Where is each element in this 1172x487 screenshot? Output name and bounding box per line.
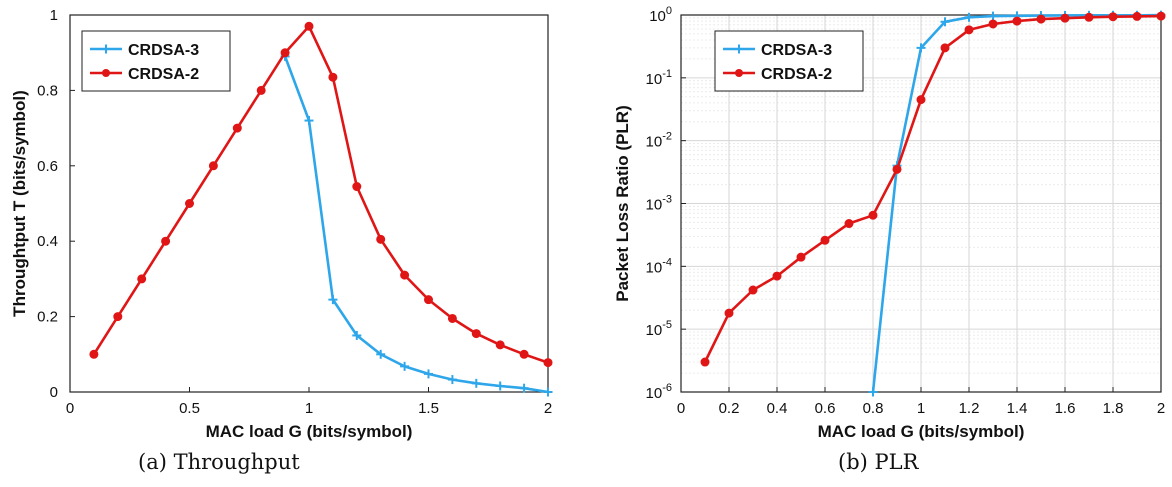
data-point — [1109, 13, 1117, 21]
y-tick-labels: 0 0.2 0.4 0.6 0.8 1 — [37, 7, 75, 401]
x-tick-label: 1 — [305, 400, 313, 417]
data-point — [138, 275, 146, 283]
data-point — [869, 211, 877, 219]
legend-label: CRDSA-2 — [128, 66, 199, 83]
data-point — [496, 341, 504, 349]
data-point — [965, 26, 973, 34]
x-tick-label: 0.2 — [719, 400, 740, 417]
data-point — [90, 350, 98, 358]
x-tick-label: 1.8 — [1103, 400, 1124, 417]
legend-label: CRDSA-3 — [128, 42, 199, 59]
y-tick-label: 10-4 — [646, 256, 672, 276]
legend-label: CRDSA-2 — [761, 66, 832, 83]
data-point — [941, 44, 949, 52]
y-tick-label: 0.6 — [37, 158, 58, 175]
x-tick-label: 2 — [544, 400, 552, 417]
caption-plr: (b) PLR — [838, 450, 918, 474]
legend-marker — [102, 69, 110, 77]
data-point — [281, 49, 289, 57]
data-point — [305, 22, 313, 30]
y-tick-label: 10-6 — [646, 382, 672, 402]
data-point — [1061, 14, 1069, 22]
y-tick-label: 0.8 — [37, 82, 58, 99]
data-point — [773, 272, 781, 280]
throughput-chart: 0 0.5 1 1.5 2 0 0.2 0.4 0.6 0.8 1 MAC load G (bits/… — [10, 7, 553, 441]
legend: CRDSA-3 CRDSA-2 — [82, 31, 230, 91]
data-point — [893, 165, 901, 173]
x-tick-label: 1.4 — [1007, 400, 1028, 417]
y-tick-label: 0 — [50, 384, 58, 401]
x-axis-label: MAC load G (bits/symbol) — [818, 422, 1025, 441]
x-tick-label: 0 — [677, 400, 685, 417]
x-tick-label: 2 — [1157, 400, 1165, 417]
data-point — [821, 236, 829, 244]
x-tick-label: 0 — [66, 400, 74, 417]
data-point — [353, 183, 361, 191]
data-point — [1085, 13, 1093, 21]
data-point — [448, 314, 456, 322]
data-point — [989, 20, 997, 28]
data-point — [1133, 12, 1141, 20]
x-tick-label: 1.2 — [959, 400, 980, 417]
data-point — [162, 237, 170, 245]
x-tick-label: 1.6 — [1055, 400, 1076, 417]
data-point — [1013, 17, 1021, 25]
x-tick-label: 0.4 — [767, 400, 788, 417]
x-tick-label: 1 — [917, 400, 925, 417]
x-tick-label: 1.5 — [418, 400, 439, 417]
caption-throughput: (a) Throughput — [138, 450, 300, 474]
data-point — [472, 330, 480, 338]
data-point — [186, 200, 194, 208]
y-axis-label: Throughtput T (bits/symbol) — [10, 90, 29, 317]
data-point — [845, 220, 853, 228]
data-point — [114, 313, 122, 321]
data-point — [257, 86, 265, 94]
y-tick-label: 10-2 — [646, 131, 672, 151]
data-point — [233, 124, 241, 132]
data-point — [797, 253, 805, 261]
data-point — [401, 271, 409, 279]
data-point — [1157, 12, 1165, 20]
data-point — [544, 359, 552, 367]
y-tick-labels: 10-6 10-5 10-4 10-3 10-2 10-1 100 — [646, 5, 686, 402]
data-point — [377, 235, 385, 243]
y-tick-label: 100 — [649, 5, 672, 25]
y-tick-label: 0.2 — [37, 309, 58, 326]
data-point — [209, 162, 217, 170]
data-point — [917, 96, 925, 104]
x-axis-label: MAC load G (bits/symbol) — [206, 422, 413, 441]
data-point — [701, 358, 709, 366]
x-tick-label: 0.5 — [179, 400, 200, 417]
data-point — [425, 296, 433, 304]
y-tick-label: 0.4 — [37, 233, 58, 250]
x-tick-label: 0.6 — [815, 400, 836, 417]
y-axis-label: Packet Loss Ratio (PLR) — [613, 105, 632, 302]
y-tick-label: 10-1 — [646, 68, 672, 88]
plr-chart: 0 0.2 0.4 0.6 0.8 1 1.2 1.4 1.6 1.8 210-610-510-41… — [613, 5, 1166, 441]
data-point — [749, 286, 757, 294]
data-point — [520, 350, 528, 358]
legend: CRDSA-3 CRDSA-2 — [715, 31, 863, 91]
legend-marker — [735, 69, 743, 77]
y-tick-label: 1 — [50, 7, 58, 24]
y-tick-label: 10-5 — [646, 319, 672, 339]
data-point — [1037, 15, 1045, 23]
data-point — [329, 73, 337, 81]
x-tick-label: 0.8 — [863, 400, 884, 417]
data-point — [725, 309, 733, 317]
legend-label: CRDSA-3 — [761, 42, 832, 59]
y-tick-label: 10-3 — [646, 194, 672, 214]
